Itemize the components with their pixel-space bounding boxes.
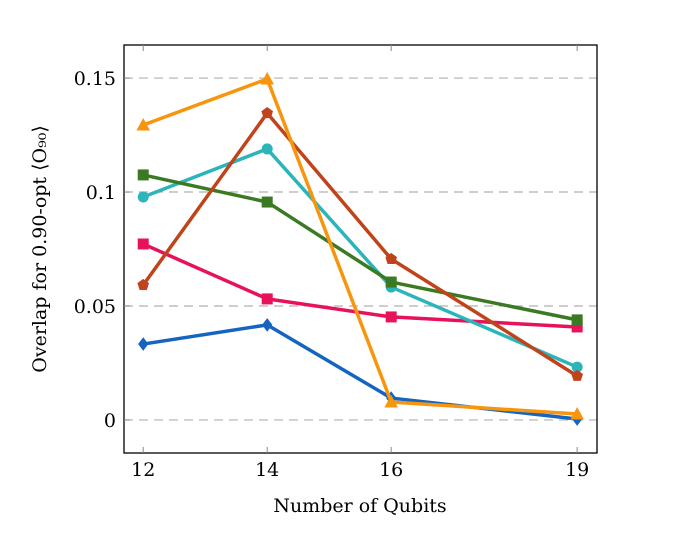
triangle-marker (384, 394, 399, 408)
circle-marker (137, 191, 149, 203)
square-marker (261, 196, 273, 208)
y-tick-label: 0.1 (86, 182, 116, 204)
series-4 (137, 107, 583, 381)
square-marker (571, 314, 583, 326)
series-1 (137, 238, 583, 333)
pentagon-marker (385, 252, 398, 264)
series-5 (136, 71, 585, 420)
plot-frame (123, 44, 598, 454)
square-marker (385, 276, 397, 288)
triangle-marker (136, 117, 151, 131)
pentagon-marker (261, 107, 274, 119)
x-axis-label: Number of Qubits (273, 495, 446, 517)
x-tick-label: 12 (131, 459, 155, 481)
series-2 (137, 143, 583, 373)
y-tick-label: 0.15 (74, 68, 116, 90)
pentagon-marker (137, 278, 150, 290)
square-marker (137, 169, 149, 181)
pentagon-marker (571, 369, 583, 381)
series-line (142, 77, 578, 416)
square-marker (385, 311, 397, 323)
y-tick-label: 0.05 (74, 296, 116, 318)
y-axis-label: Overlap for 0.90-opt ⟨O₉₀⟩ (29, 125, 51, 372)
diamond-marker (138, 337, 149, 351)
series-line (142, 147, 578, 369)
triangle-marker (260, 71, 275, 85)
diamond-marker (262, 318, 273, 332)
series-line (142, 242, 578, 329)
x-tick-label: 16 (379, 459, 403, 481)
circle-marker (261, 143, 273, 155)
y-tick-label: 0 (104, 410, 116, 432)
series-line (141, 111, 579, 378)
series-3 (137, 169, 583, 326)
square-marker (137, 238, 149, 250)
triangle-marker (570, 406, 585, 420)
x-tick-label: 19 (565, 459, 589, 481)
x-tick-label: 14 (255, 459, 279, 481)
square-marker (261, 293, 273, 305)
